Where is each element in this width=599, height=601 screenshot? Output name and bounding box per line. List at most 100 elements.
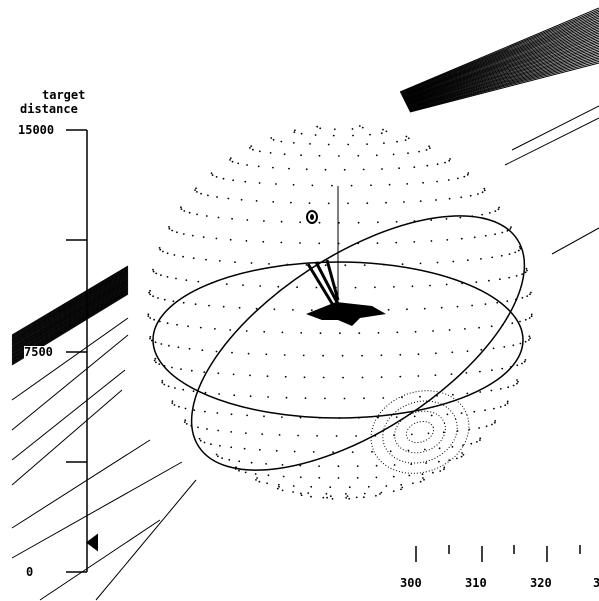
sphere-dot	[337, 477, 340, 479]
sphere-dot	[327, 202, 330, 205]
sphere-dot	[456, 305, 459, 308]
sphere-dot	[377, 221, 379, 224]
sphere-dot	[217, 372, 220, 375]
sphere-dot	[197, 280, 200, 283]
sphere-dot	[358, 125, 361, 127]
wall-left-line	[11, 284, 129, 357]
sphere-dot	[322, 376, 325, 379]
sphere-dot	[158, 363, 161, 365]
sphere-dot	[161, 379, 164, 382]
sphere-dot	[218, 393, 221, 395]
sphere-dot	[343, 397, 346, 400]
sphere-dot	[428, 145, 430, 148]
sphere-dot	[238, 460, 241, 463]
sphere-dot	[201, 349, 204, 352]
sphere-dot	[375, 154, 378, 157]
sphere-dot	[229, 157, 232, 160]
sphere-dot	[380, 376, 383, 378]
ground-line	[11, 439, 151, 529]
sphere-dot	[303, 376, 306, 379]
sphere-dot	[407, 137, 410, 140]
sphere-dot	[382, 397, 385, 399]
sphere-dot	[444, 161, 446, 164]
sphere-dot	[219, 444, 221, 447]
sphere-dot	[166, 276, 169, 278]
sphere-dot	[281, 489, 284, 492]
sphere-dot	[281, 416, 283, 418]
wall-upper-line	[402, 22, 599, 98]
sphere-dot	[183, 210, 186, 212]
sphere-dot	[408, 474, 411, 477]
sphere-dot	[314, 134, 317, 136]
sphere-dot	[512, 384, 515, 387]
sphere-dot	[483, 189, 486, 192]
sphere-dot	[528, 339, 530, 341]
sphere-dot	[366, 202, 369, 205]
sphere-dot	[479, 439, 481, 441]
sphere-dot	[185, 423, 188, 425]
sphere-dot	[499, 388, 502, 390]
sphere-dot	[514, 251, 517, 254]
sphere-dot	[227, 197, 230, 200]
sphere-dot	[242, 284, 244, 286]
sphere-dot	[342, 376, 344, 379]
sphere-dot	[380, 354, 383, 357]
sphere-dot	[255, 307, 258, 310]
sphere-dot	[363, 397, 365, 400]
sphere-dot	[338, 221, 340, 224]
sphere-dot	[491, 256, 494, 259]
target-marker-icon	[306, 210, 318, 224]
sphere-dot	[311, 184, 314, 187]
aircraft-icon	[306, 259, 386, 326]
sphere-dot	[281, 464, 284, 466]
sphere-dot	[278, 485, 280, 488]
sphere-dot	[376, 242, 379, 245]
sphere-dot	[399, 375, 402, 378]
sphere-dot	[207, 194, 209, 197]
sphere-dot	[158, 247, 161, 249]
sphere-dot	[319, 127, 322, 130]
sphere-dot	[337, 465, 340, 468]
sphere-dot	[439, 470, 442, 472]
distance-gauge	[66, 129, 88, 573]
sphere-dot	[407, 152, 409, 155]
wall-left-line	[11, 282, 129, 355]
sphere-dot	[206, 428, 208, 430]
sphere-dot	[244, 180, 247, 183]
sphere-dot	[198, 437, 201, 440]
sphere-dot	[318, 476, 321, 479]
wall-left-line	[11, 268, 129, 339]
sphere-dot	[452, 393, 454, 396]
sphere-dot	[521, 273, 523, 275]
sphere-dot	[216, 196, 218, 198]
sphere-dot	[528, 317, 531, 319]
wall-left-line	[11, 271, 129, 342]
sphere-dot	[238, 469, 240, 472]
sphere-dot	[393, 464, 396, 466]
sphere-dot	[166, 252, 169, 255]
sphere-dot	[256, 477, 258, 479]
sphere-dot	[530, 291, 532, 294]
sphere-dot	[255, 479, 257, 481]
sphere-dot	[307, 492, 310, 494]
sphere-dot	[383, 142, 385, 145]
wall-upper-line	[404, 34, 599, 103]
sphere-dot	[479, 437, 482, 440]
sphere-dot	[448, 197, 451, 200]
wall-upper-line	[400, 9, 599, 94]
sphere-dot	[154, 357, 157, 360]
wall-upper-line	[400, 10, 599, 94]
sphere-dot	[246, 414, 249, 417]
sphere-dot	[473, 410, 476, 413]
sphere-dot	[506, 229, 509, 232]
sphere-dot	[356, 477, 359, 479]
sphere-dot	[422, 477, 424, 479]
sphere-dot	[263, 330, 266, 333]
wall-upper-line	[409, 62, 599, 113]
sphere-dot	[155, 272, 158, 275]
sphere-dot	[159, 320, 161, 323]
wall-left-line	[11, 272, 129, 343]
sphere-dot	[448, 329, 451, 331]
sphere-dot	[432, 471, 434, 474]
sphere-dot	[316, 125, 319, 128]
